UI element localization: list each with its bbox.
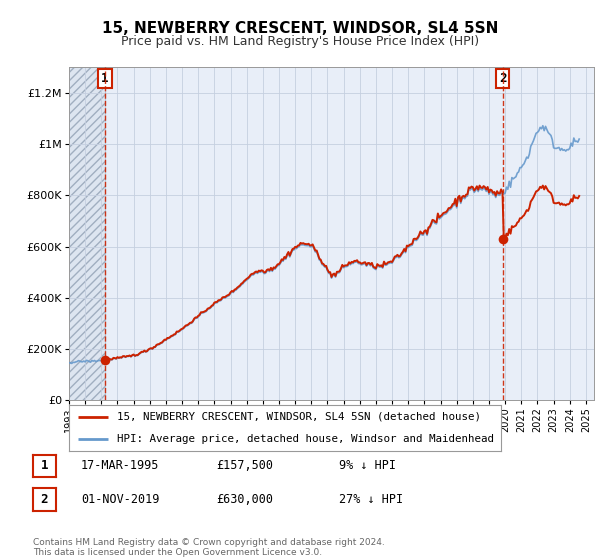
Text: 9% ↓ HPI: 9% ↓ HPI xyxy=(339,459,396,473)
Text: 27% ↓ HPI: 27% ↓ HPI xyxy=(339,493,403,506)
Bar xyxy=(69,67,104,400)
Text: Contains HM Land Registry data © Crown copyright and database right 2024.
This d: Contains HM Land Registry data © Crown c… xyxy=(33,538,385,557)
Text: 1: 1 xyxy=(41,459,48,473)
Text: HPI: Average price, detached house, Windsor and Maidenhead: HPI: Average price, detached house, Wind… xyxy=(116,435,494,444)
Text: 2: 2 xyxy=(499,72,506,85)
Text: £630,000: £630,000 xyxy=(216,493,273,506)
Text: 17-MAR-1995: 17-MAR-1995 xyxy=(81,459,160,473)
Text: £157,500: £157,500 xyxy=(216,459,273,473)
Text: 15, NEWBERRY CRESCENT, WINDSOR, SL4 5SN (detached house): 15, NEWBERRY CRESCENT, WINDSOR, SL4 5SN … xyxy=(116,412,481,422)
Text: 01-NOV-2019: 01-NOV-2019 xyxy=(81,493,160,506)
Text: 15, NEWBERRY CRESCENT, WINDSOR, SL4 5SN: 15, NEWBERRY CRESCENT, WINDSOR, SL4 5SN xyxy=(102,21,498,36)
Text: Price paid vs. HM Land Registry's House Price Index (HPI): Price paid vs. HM Land Registry's House … xyxy=(121,35,479,48)
Bar xyxy=(69,67,104,400)
Text: 2: 2 xyxy=(41,493,48,506)
Text: 1: 1 xyxy=(101,72,109,85)
